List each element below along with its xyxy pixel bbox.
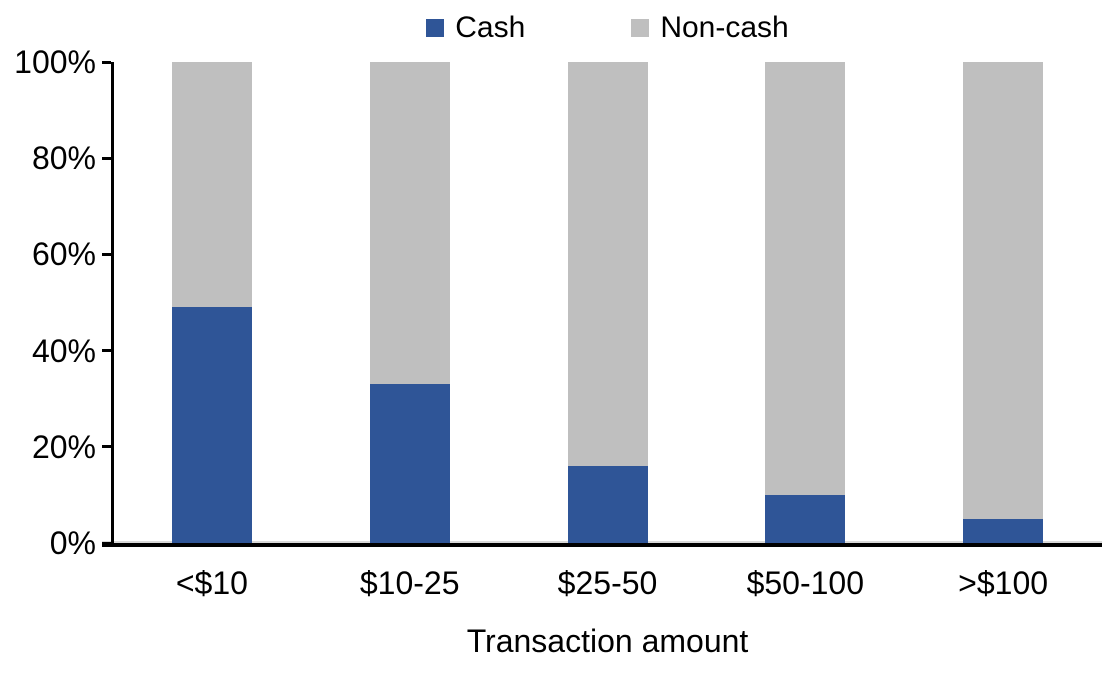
- x-axis-line: [102, 543, 1102, 547]
- legend-label-cash: Cash: [455, 11, 526, 44]
- y-tick-label-80pct: 80%: [31, 140, 96, 177]
- bar-stack-4: [765, 62, 846, 543]
- legend: Cash Non-cash: [113, 10, 1102, 46]
- legend-label-non-cash: Non-cash: [660, 11, 789, 44]
- x-tick-label-2: $10-25: [359, 565, 460, 601]
- x-axis-title: Transaction amount: [466, 623, 749, 659]
- bar-segment-non-cash-5: [963, 62, 1044, 519]
- y-tick-mark-60pct: [102, 252, 111, 256]
- y-tick-mark-80pct: [102, 156, 111, 160]
- x-tick-label-1: <$10: [175, 565, 248, 601]
- legend-item-non-cash: Non-cash: [631, 11, 789, 45]
- bar-segment-non-cash-3: [567, 62, 648, 467]
- bar-stack-2: [369, 62, 450, 543]
- y-tick-label-100pct: 100%: [14, 44, 96, 80]
- y-tick-label-40pct: 40%: [31, 332, 96, 369]
- y-tick-mark-40pct: [102, 349, 111, 353]
- bar-stack-1: [171, 62, 252, 543]
- x-tick-label-5: >$100: [958, 565, 1049, 601]
- bar-segment-non-cash-4: [765, 62, 846, 495]
- bar-segment-cash-1: [171, 307, 252, 543]
- y-tick-label-20pct: 20%: [31, 428, 96, 465]
- bar-stack-5: [963, 62, 1044, 543]
- y-axis-line: [111, 62, 114, 547]
- bar-segment-cash-3: [567, 466, 648, 543]
- bar-segment-non-cash-2: [369, 62, 450, 385]
- bar-segment-cash-2: [369, 384, 450, 543]
- y-tick-label-60pct: 60%: [31, 236, 96, 273]
- y-tick-mark-0pct: [102, 541, 111, 545]
- plot-area: [102, 62, 1102, 543]
- bar-segment-cash-4: [765, 494, 846, 543]
- bar-segment-cash-5: [963, 518, 1044, 543]
- bar-segment-non-cash-1: [171, 62, 252, 308]
- x-tick-label-3: $25-50: [557, 565, 658, 601]
- cash-swatch-icon: [426, 19, 445, 37]
- y-tick-label-0pct: 0%: [49, 525, 96, 561]
- bar-stack-3: [567, 62, 648, 543]
- legend-item-cash: Cash: [426, 11, 525, 45]
- x-tick-label-4: $50-100: [746, 565, 865, 601]
- y-tick-mark-100pct: [102, 60, 111, 64]
- y-tick-mark-20pct: [102, 445, 111, 449]
- non-cash-swatch-icon: [631, 19, 650, 37]
